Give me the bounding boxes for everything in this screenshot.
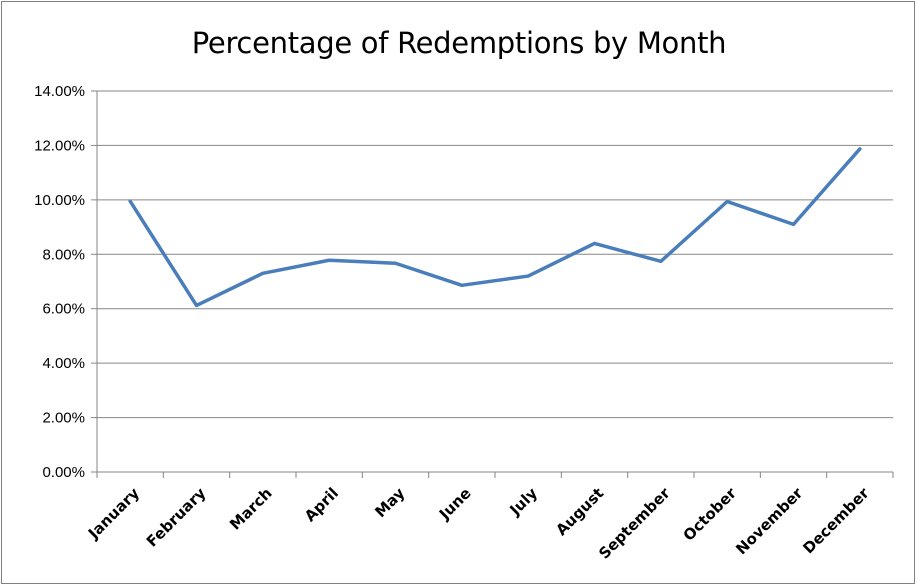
- x-tick-label: September: [595, 484, 674, 563]
- y-tick-label: 2.00%: [42, 410, 85, 427]
- x-tick-label: July: [506, 484, 542, 520]
- series-layer: [128, 147, 862, 308]
- series-line: [128, 147, 862, 308]
- x-tick-label: May: [371, 484, 408, 521]
- y-tick-label: 12.00%: [34, 137, 85, 154]
- y-tick-label: 0.00%: [42, 464, 85, 481]
- x-tick-label: April: [301, 484, 342, 525]
- x-tick-label: June: [435, 484, 475, 524]
- x-tick-label: October: [680, 484, 741, 545]
- x-tick-label: November: [732, 484, 806, 558]
- y-tick-label: 6.00%: [42, 301, 85, 318]
- y-axis-tick-labels: 0.00% 2.00% 4.00% 6.00% 8.00% 10.00% 12.00% 14.…: [34, 83, 85, 481]
- y-tick-label: 4.00%: [42, 355, 85, 372]
- y-tick-label: 10.00%: [34, 192, 85, 209]
- axes: [91, 90, 894, 478]
- gridlines: [97, 90, 893, 419]
- y-tick-label: 8.00%: [42, 246, 85, 263]
- chart-title: Percentage of Redemptions by Month: [191, 26, 727, 60]
- x-tick-label: August: [552, 484, 607, 539]
- x-tick-label: February: [143, 484, 210, 551]
- x-tick-label: March: [226, 484, 276, 534]
- x-tick-label: December: [799, 484, 873, 558]
- y-tick-label: 14.00%: [34, 83, 85, 100]
- x-tick-label: January: [84, 484, 143, 543]
- x-axis-tick-labels: January February March April May June July Augu…: [84, 484, 873, 563]
